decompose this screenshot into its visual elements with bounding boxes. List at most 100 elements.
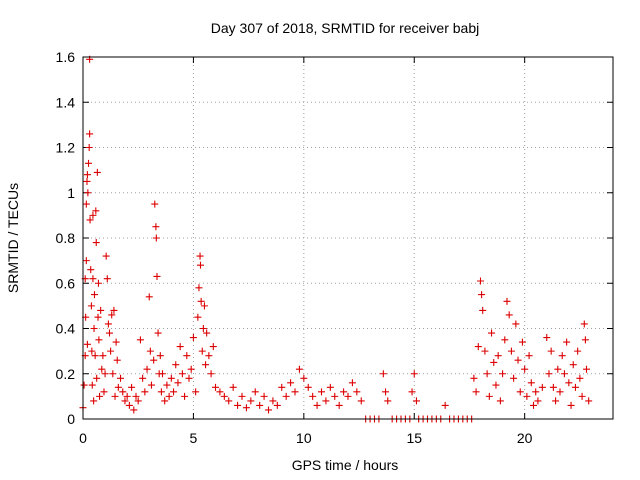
- x-tick-label: 20: [517, 430, 533, 446]
- data-point: [143, 365, 151, 373]
- y-tick-label: 0.8: [56, 230, 76, 246]
- data-point: [488, 329, 496, 337]
- data-point: [88, 381, 96, 389]
- x-axis-label: GPS time / hours: [292, 457, 399, 473]
- data-point: [410, 370, 418, 378]
- data-point: [556, 388, 564, 396]
- data-point: [141, 388, 149, 396]
- data-point: [123, 392, 131, 400]
- data-point: [85, 159, 93, 167]
- data-points: [79, 55, 593, 423]
- data-point: [309, 392, 317, 400]
- data-point: [95, 336, 103, 344]
- data-point: [146, 347, 154, 355]
- data-point: [82, 257, 90, 265]
- data-point: [111, 392, 119, 400]
- data-point: [260, 392, 268, 400]
- data-point: [514, 356, 522, 364]
- data-point: [181, 392, 189, 400]
- data-point: [163, 381, 171, 389]
- data-point: [379, 370, 387, 378]
- data-point: [300, 374, 308, 382]
- data-point: [114, 383, 122, 391]
- data-point: [282, 392, 290, 400]
- data-point: [322, 397, 330, 405]
- data-point: [563, 338, 571, 346]
- data-point: [567, 401, 575, 409]
- data-point: [130, 406, 138, 414]
- data-point: [549, 383, 557, 391]
- data-point: [353, 388, 361, 396]
- data-point: [481, 347, 489, 355]
- data-point: [477, 277, 484, 285]
- data-point: [185, 374, 193, 382]
- data-point: [154, 329, 162, 337]
- data-point: [189, 334, 197, 342]
- data-point: [165, 392, 173, 400]
- data-point: [576, 374, 584, 382]
- data-point: [547, 347, 555, 355]
- data-point: [96, 392, 104, 400]
- x-tick-label: 10: [296, 430, 312, 446]
- data-point: [86, 130, 94, 138]
- data-point: [104, 320, 112, 328]
- data-point: [83, 171, 91, 179]
- data-point: [80, 381, 88, 389]
- data-point: [89, 211, 97, 219]
- data-point: [585, 397, 593, 405]
- data-point: [238, 392, 246, 400]
- data-point: [412, 397, 420, 405]
- data-point: [313, 401, 321, 409]
- data-point: [530, 401, 537, 409]
- data-point: [209, 343, 217, 351]
- data-point: [187, 365, 195, 373]
- data-point: [478, 291, 486, 299]
- data-point: [501, 336, 509, 344]
- y-tick-label: 1: [67, 185, 75, 201]
- data-point: [147, 381, 155, 389]
- data-point: [152, 223, 160, 231]
- data-point: [139, 374, 147, 382]
- data-point: [295, 365, 303, 373]
- data-point: [92, 239, 100, 247]
- data-point: [170, 388, 178, 396]
- data-point: [93, 168, 101, 176]
- data-point: [278, 383, 286, 391]
- data-point: [331, 392, 339, 400]
- data-point: [382, 388, 390, 396]
- y-axis-label: SRMTID / TECUs: [5, 183, 21, 293]
- data-point: [518, 338, 526, 346]
- data-point: [90, 291, 98, 299]
- data-point: [94, 279, 102, 287]
- data-point: [125, 401, 133, 409]
- data-point: [153, 272, 161, 280]
- data-point: [490, 358, 498, 366]
- data-point: [212, 383, 219, 391]
- data-point: [483, 370, 491, 378]
- y-tick-label: 1.2: [56, 140, 76, 156]
- data-point: [178, 370, 186, 378]
- data-point: [196, 252, 204, 260]
- data-point: [523, 392, 531, 400]
- data-point: [91, 352, 99, 360]
- data-point: [474, 343, 482, 351]
- data-point: [86, 216, 94, 224]
- data-point: [472, 388, 480, 396]
- data-point: [318, 388, 325, 396]
- data-point: [521, 365, 529, 373]
- data-point: [578, 392, 586, 400]
- data-point: [505, 311, 513, 319]
- data-point: [97, 306, 105, 314]
- data-point: [580, 320, 588, 328]
- data-point: [229, 383, 237, 391]
- data-point: [150, 356, 158, 364]
- data-point: [167, 374, 175, 382]
- data-point: [109, 370, 117, 378]
- y-tick-label: 0.4: [56, 321, 76, 337]
- data-point: [102, 252, 110, 260]
- plot-frame: [82, 56, 614, 420]
- data-point: [100, 388, 108, 396]
- data-point: [287, 379, 295, 387]
- data-point: [94, 313, 102, 321]
- y-tick-label: 1.4: [56, 94, 76, 110]
